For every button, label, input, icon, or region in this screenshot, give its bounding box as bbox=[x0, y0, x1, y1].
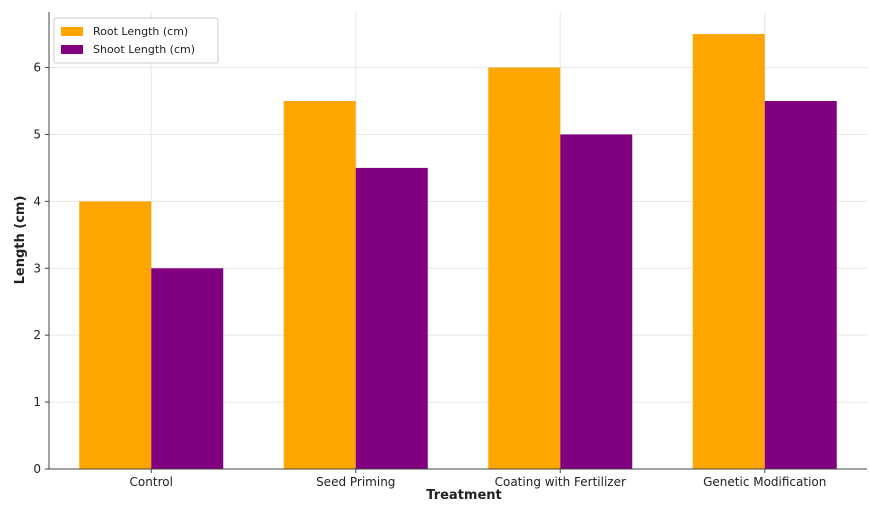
bar-root-length-cm bbox=[79, 201, 152, 470]
bar-shoot-length-cm bbox=[764, 100, 837, 470]
y-tick-label: 4 bbox=[33, 194, 41, 208]
x-tick-label: Coating with Fertilizer bbox=[495, 475, 626, 489]
legend: Root Length (cm) Shoot Length (cm) bbox=[53, 17, 219, 64]
y-tick-label: 2 bbox=[33, 328, 41, 342]
y-tick-label: 5 bbox=[33, 127, 41, 141]
y-ticks: 0 1 2 3 4 5 6 bbox=[33, 61, 49, 476]
legend-box bbox=[53, 17, 219, 64]
bar-shoot-length-cm bbox=[151, 268, 224, 469]
axes bbox=[48, 12, 867, 470]
legend-label-shoot-length: Shoot Length (cm) bbox=[93, 43, 195, 56]
x-tick-label: Seed Priming bbox=[316, 475, 395, 489]
y-tick-label: 3 bbox=[33, 261, 41, 275]
bar-root-length-cm bbox=[283, 100, 356, 470]
x-ticks: Control Seed Priming Coating with Fertiliz… bbox=[130, 469, 826, 489]
bar-root-length-cm bbox=[692, 34, 765, 469]
x-tick-label: Control bbox=[130, 475, 173, 489]
legend-label-root-length: Root Length (cm) bbox=[93, 25, 188, 38]
x-tick-label: Genetic Modification bbox=[703, 475, 826, 489]
bar-shoot-length-cm bbox=[355, 167, 428, 469]
legend-swatch-root-length bbox=[61, 27, 83, 36]
y-tick-label: 1 bbox=[33, 395, 41, 409]
y-tick-label: 6 bbox=[33, 61, 41, 75]
bar-shoot-length-cm bbox=[560, 134, 633, 469]
y-tick-label: 0 bbox=[33, 462, 41, 476]
bar-root-length-cm bbox=[488, 67, 561, 469]
legend-swatch-shoot-length bbox=[61, 45, 83, 54]
y-axis-title: Length (cm) bbox=[13, 196, 28, 285]
bars bbox=[79, 34, 837, 470]
x-axis-title: Treatment bbox=[426, 488, 502, 502]
